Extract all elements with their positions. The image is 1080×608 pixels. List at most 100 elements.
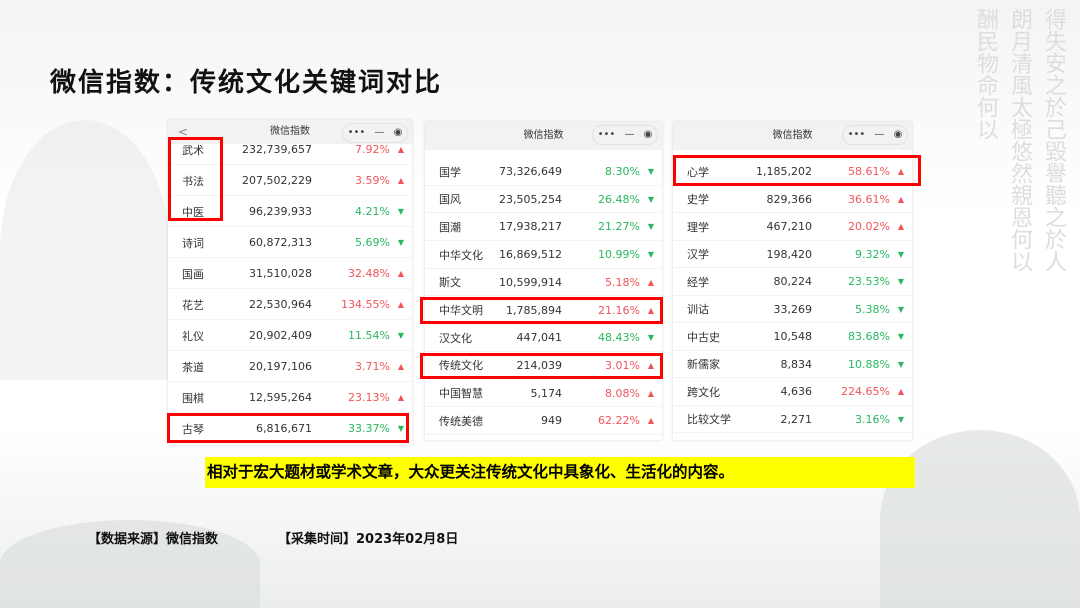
panel-header: 微信指数 ••• — ◉ bbox=[673, 122, 912, 150]
change-percent: 58.61% bbox=[848, 165, 890, 178]
table-row[interactable]: 国画 31,510,028 32.48% ▲ bbox=[168, 259, 412, 289]
table-row[interactable]: 书法 207,502,229 3.59% ▲ bbox=[168, 166, 412, 196]
mountain-decoration bbox=[0, 120, 170, 380]
table-row[interactable]: 古琴 6,816,671 33.37% ▼ bbox=[168, 414, 412, 444]
calligraphy-watermark: 得失安之於己毀譽聽之於人朗月清風太極悠然親恩何以酬民物命何以 bbox=[973, 8, 1066, 272]
index-value: 22,530,964 bbox=[249, 298, 312, 311]
table-row[interactable]: 比较文学 2,271 3.16% ▼ bbox=[673, 406, 912, 433]
keyword: 花艺 bbox=[182, 298, 204, 312]
arrow-up-icon: ▲ bbox=[397, 362, 405, 371]
close-icon[interactable]: ◉ bbox=[893, 129, 903, 140]
keyword: 中华文化 bbox=[439, 248, 483, 262]
back-icon[interactable]: < bbox=[178, 125, 189, 139]
table-row[interactable]: 茶道 20,197,106 3.71% ▲ bbox=[168, 352, 412, 382]
keyword: 国潮 bbox=[439, 220, 461, 234]
table-row[interactable]: 礼仪 20,902,409 11.54% ▼ bbox=[168, 321, 412, 351]
arrow-up-icon: ▲ bbox=[647, 388, 655, 398]
arrow-down-icon: ▼ bbox=[897, 332, 905, 341]
highlight-box bbox=[420, 297, 663, 324]
index-value: 949 bbox=[541, 414, 562, 428]
change-percent: 3.01% bbox=[605, 358, 640, 372]
table-row[interactable]: 国潮 17,938,217 21.27% ▼ bbox=[425, 214, 662, 241]
index-value: 10,599,914 bbox=[499, 275, 562, 289]
table-row[interactable]: 中华文化 16,869,512 10.99% ▼ bbox=[425, 242, 662, 269]
index-value: 16,869,512 bbox=[499, 248, 562, 262]
panel-header: 微信指数 ••• — ◉ bbox=[425, 122, 662, 150]
table-row[interactable]: 汉学 198,420 9.32% ▼ bbox=[673, 241, 912, 268]
table-row[interactable]: 汉文化 447,041 48.43% ▼ bbox=[425, 325, 662, 352]
table-row[interactable]: 围棋 12,595,264 23.13% ▲ bbox=[168, 383, 412, 413]
change-percent: 20.02% bbox=[848, 220, 890, 233]
minimize-icon[interactable]: — bbox=[624, 129, 635, 140]
table-row[interactable]: 史学 829,366 36.61% ▲ bbox=[673, 186, 912, 213]
index-value: 73,326,649 bbox=[499, 165, 562, 178]
table-row[interactable]: 花艺 22,530,964 134.55% ▲ bbox=[168, 290, 412, 320]
minimize-icon[interactable]: — bbox=[874, 129, 885, 140]
keyword: 诗词 bbox=[182, 236, 204, 250]
table-row[interactable]: 跨文化 4,636 224.65% ▲ bbox=[673, 379, 912, 406]
keyword: 跨文化 bbox=[687, 385, 720, 399]
index-value: 12,595,264 bbox=[249, 391, 312, 404]
table-row[interactable]: 诗词 60,872,313 5.69% ▼ bbox=[168, 228, 412, 258]
conclusion-banner: 相对于宏大题材或学术文章，大众更关注传统文化中具象化、生活化的内容。 bbox=[205, 457, 915, 488]
change-percent: 10.99% bbox=[598, 248, 640, 262]
table-row[interactable]: 传统文化 214,039 3.01% ▲ bbox=[425, 352, 662, 380]
change-percent: 23.13% bbox=[348, 391, 390, 404]
index-value: 96,239,933 bbox=[249, 205, 312, 218]
table-row[interactable]: 中医 96,239,933 4.21% ▼ bbox=[168, 197, 412, 227]
keyword: 书法 bbox=[182, 174, 204, 188]
more-icon[interactable]: ••• bbox=[597, 129, 616, 140]
index-value: 20,197,106 bbox=[249, 360, 312, 373]
table-row[interactable]: 经学 80,224 23.53% ▼ bbox=[673, 269, 912, 296]
change-percent: 10.88% bbox=[848, 357, 890, 371]
index-value: 198,420 bbox=[766, 247, 813, 261]
minimize-icon[interactable]: — bbox=[374, 127, 385, 138]
change-percent: 3.16% bbox=[855, 412, 890, 426]
keyword: 中古史 bbox=[687, 330, 720, 344]
table-row[interactable]: 中古史 10,548 83.68% ▼ bbox=[673, 324, 912, 351]
more-icon[interactable]: ••• bbox=[347, 127, 366, 138]
table-row[interactable]: 新儒家 8,834 10.88% ▼ bbox=[673, 351, 912, 378]
arrow-up-icon: ▲ bbox=[897, 194, 905, 204]
wechat-index-panel-2: 微信指数 ••• — ◉ 国学 73,326,649 8.30% ▼ 国风 23,505,254 2… bbox=[425, 122, 662, 440]
table-row[interactable]: 传统美德 949 62.22% ▲ bbox=[425, 408, 662, 435]
arrow-down-icon: ▼ bbox=[397, 238, 405, 247]
data-source: 【数据来源】微信指数 bbox=[88, 532, 219, 547]
keyword: 经学 bbox=[687, 275, 709, 289]
table-row[interactable]: 国学 73,326,649 8.30% ▼ bbox=[425, 159, 662, 186]
keyword: 国画 bbox=[182, 267, 204, 281]
table-row[interactable]: 国风 23,505,254 26.48% ▼ bbox=[425, 186, 662, 214]
change-percent: 8.30% bbox=[605, 165, 640, 178]
index-value: 829,366 bbox=[766, 192, 813, 206]
keyword: 理学 bbox=[687, 220, 709, 234]
arrow-down-icon: ▼ bbox=[397, 331, 405, 340]
highlight-box bbox=[167, 413, 409, 443]
change-percent: 21.16% bbox=[598, 303, 640, 317]
index-value: 17,938,217 bbox=[499, 220, 562, 234]
index-value: 6,816,671 bbox=[256, 422, 312, 435]
panel-title: 微信指数 bbox=[523, 130, 564, 141]
keyword: 心学 bbox=[687, 165, 709, 179]
keyword: 围棋 bbox=[182, 391, 204, 405]
close-icon[interactable]: ◉ bbox=[393, 127, 403, 138]
close-icon[interactable]: ◉ bbox=[643, 129, 653, 140]
change-percent: 4.21% bbox=[355, 205, 390, 218]
index-value: 232,739,657 bbox=[242, 143, 312, 156]
table-row[interactable]: 中国智慧 5,174 8.08% ▲ bbox=[425, 380, 662, 408]
index-value: 1,185,202 bbox=[756, 165, 812, 178]
change-percent: 3.71% bbox=[355, 360, 390, 373]
index-value: 60,872,313 bbox=[249, 236, 312, 249]
keyword: 国学 bbox=[439, 165, 461, 179]
change-percent: 7.92% bbox=[355, 143, 390, 156]
keyword: 传统美德 bbox=[439, 414, 483, 428]
arrow-down-icon: ▼ bbox=[647, 250, 655, 260]
table-row[interactable]: 理学 467,210 20.02% ▲ bbox=[673, 214, 912, 241]
mini-program-controls: ••• — ◉ bbox=[592, 125, 658, 145]
table-row[interactable]: 斯文 10,599,914 5.18% ▲ bbox=[425, 269, 662, 297]
table-row[interactable]: 训诂 33,269 5.38% ▼ bbox=[673, 296, 912, 323]
table-row[interactable]: 武术 232,739,657 7.92% ▲ bbox=[168, 135, 412, 165]
more-icon[interactable]: ••• bbox=[847, 129, 866, 140]
arrow-down-icon: ▼ bbox=[897, 359, 905, 369]
highlight-box bbox=[673, 155, 921, 186]
index-value: 33,269 bbox=[773, 302, 813, 316]
